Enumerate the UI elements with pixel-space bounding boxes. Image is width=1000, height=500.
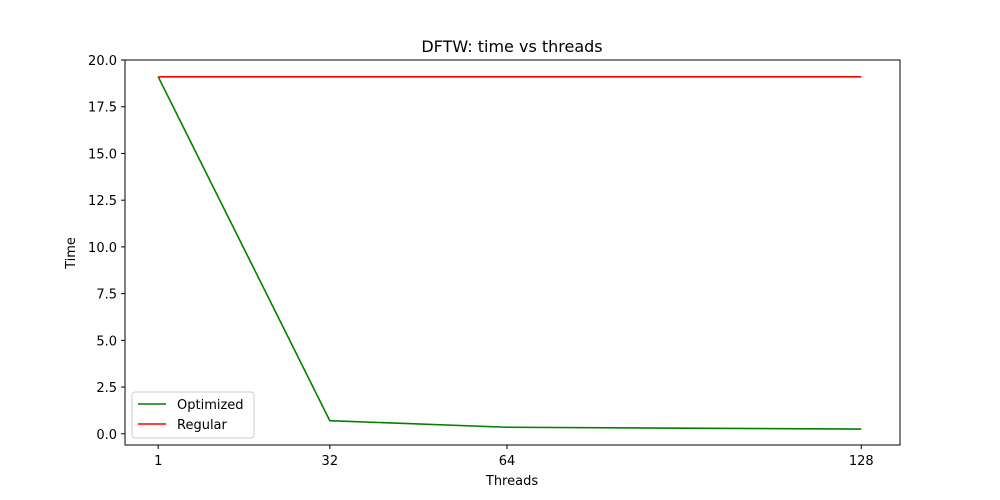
x-axis-label: Threads bbox=[485, 474, 538, 489]
y-tick-label: 15.0 bbox=[88, 147, 117, 162]
x-tick-label: 64 bbox=[499, 454, 516, 469]
series-line-optimized bbox=[157, 76, 862, 430]
x-tick-label: 1 bbox=[154, 454, 162, 469]
legend: Optimized Regular bbox=[131, 391, 255, 439]
y-tick-label: 10.0 bbox=[88, 241, 117, 256]
y-tick-label: 17.5 bbox=[88, 101, 117, 116]
y-tick-label: 5.0 bbox=[96, 334, 117, 349]
x-tick-label: 32 bbox=[322, 454, 339, 469]
y-axis-label: Time bbox=[64, 237, 79, 270]
y-tick-label: 12.5 bbox=[88, 194, 117, 209]
plot-frame bbox=[124, 59, 901, 446]
y-tick-label: 2.5 bbox=[96, 381, 117, 396]
chart-title: DFTW: time vs threads bbox=[421, 37, 602, 56]
legend-label: Regular bbox=[177, 418, 228, 433]
y-tick-label: 0.0 bbox=[96, 428, 117, 443]
y-tick-label: 20.0 bbox=[88, 54, 117, 69]
y-tick-label: 7.5 bbox=[96, 288, 117, 303]
legend-label: Optimized bbox=[177, 398, 244, 413]
x-tick-label: 128 bbox=[849, 454, 874, 469]
